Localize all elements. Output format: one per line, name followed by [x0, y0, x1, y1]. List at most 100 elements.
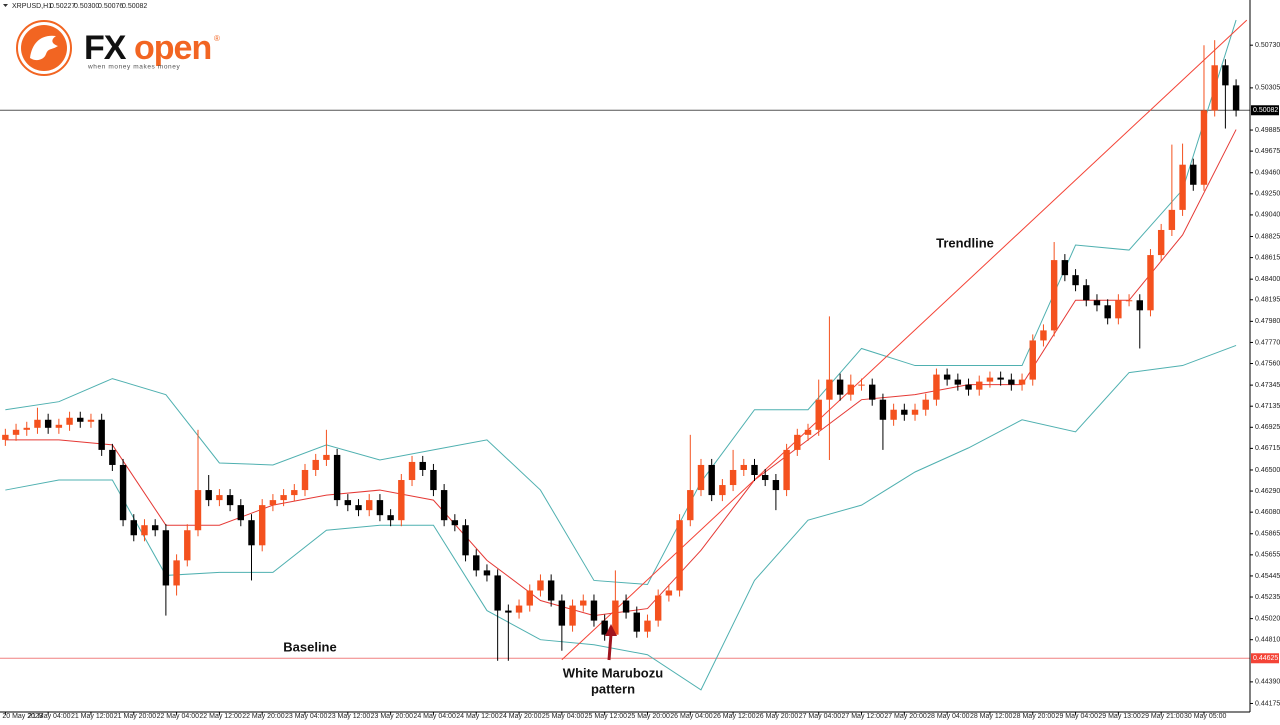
y-tick-label: 0.50305: [1255, 85, 1280, 92]
candle-body: [141, 525, 148, 536]
candle-body: [462, 525, 469, 556]
x-tick-label: 25 May 20:00: [627, 713, 670, 720]
header-close: 0.50082: [122, 3, 147, 10]
candle-body: [794, 434, 801, 450]
header: XRPUSD,H1 0.50227 0.50300 0.50076 0.5008…: [3, 3, 147, 10]
candle-body: [890, 409, 897, 420]
trendline-label: Trendline: [936, 235, 994, 250]
candle-body: [333, 454, 341, 501]
logo-open: open: [134, 29, 211, 67]
candle-body: [1083, 285, 1090, 301]
y-tick-label: 0.45445: [1255, 573, 1280, 580]
x-tick-label: 21 May 12:00: [71, 713, 114, 720]
candle-body: [740, 464, 748, 470]
current-box: [1251, 105, 1279, 116]
candle-body: [1093, 300, 1101, 306]
logo-registered: ®: [214, 34, 220, 43]
candle-body: [323, 454, 330, 460]
candle-body: [77, 417, 84, 422]
plot: [0, 19, 1250, 691]
y-tick-label: 0.46500: [1255, 467, 1280, 474]
y-tick-label: 0.47560: [1255, 360, 1280, 367]
pattern-arrowhead: [605, 624, 617, 636]
annotations: Trendline Baseline White Marubozu patter…: [283, 235, 994, 696]
candle-body: [1104, 305, 1111, 319]
y-tick-label: 0.44390: [1255, 679, 1280, 686]
baseline-box: [1251, 653, 1279, 664]
candle-body: [1222, 65, 1229, 86]
candle-body: [815, 399, 822, 430]
candle-body: [184, 530, 191, 561]
candle-body: [997, 377, 1004, 380]
candle-body: [258, 505, 266, 546]
x-tick-label: 21 May 04:00: [28, 713, 71, 720]
pattern-label: White Marubozu: [563, 665, 663, 680]
y-tick-label: 0.49040: [1255, 212, 1280, 219]
candle-body: [729, 469, 737, 486]
y-tick-label: 0.45235: [1255, 594, 1280, 601]
candle-body: [344, 500, 352, 506]
candle-body: [986, 377, 994, 382]
candle-body: [804, 429, 812, 435]
candle-body: [280, 495, 287, 501]
candle-body: [687, 490, 694, 521]
logo-ring: [16, 20, 72, 76]
candle-body: [301, 469, 309, 491]
current-label: 0.50082: [1253, 107, 1278, 114]
candle-body: [858, 384, 865, 386]
candle-body: [387, 515, 394, 521]
candle-body: [87, 419, 95, 422]
x-tick-label: 26 May 20:00: [756, 713, 799, 720]
candle-body: [1050, 260, 1058, 331]
candle-body: [194, 490, 202, 531]
y-tick-label: 0.47135: [1255, 403, 1280, 410]
y-tick-label: 0.48400: [1255, 276, 1280, 283]
candle-body: [612, 600, 619, 635]
y-tick-label: 0.47770: [1255, 339, 1280, 346]
candle-body: [23, 427, 30, 430]
x-tick-label: 29 May 21:00: [1141, 713, 1184, 720]
y-tick-label: 0.47345: [1255, 382, 1280, 389]
y-tick-label: 0.46925: [1255, 424, 1280, 431]
x-tick-label: 22 May 04:00: [157, 713, 200, 720]
candle-body: [55, 424, 63, 428]
candle-body: [1157, 229, 1165, 256]
candle-body: [66, 417, 73, 425]
y-tick-label: 0.45865: [1255, 531, 1280, 538]
logo-tagline: when money makes money: [87, 64, 180, 71]
x-tick-label: 28 May 12:00: [970, 713, 1013, 720]
candle-body: [451, 520, 459, 526]
baseline-label: Baseline: [283, 639, 336, 654]
symbol: XRPUSD,H1: [12, 3, 52, 10]
candle-body: [216, 495, 223, 501]
x-tick-label: 25 May 12:00: [585, 713, 628, 720]
candle-body: [601, 620, 608, 635]
candle-body: [1018, 379, 1026, 385]
candle-body: [836, 379, 844, 395]
candle-body: [312, 459, 319, 470]
header-low: 0.50076: [98, 3, 123, 10]
candle-body: [98, 419, 105, 450]
candle-body: [580, 600, 587, 606]
candle-body: [440, 490, 448, 521]
y-tick-label: 0.44175: [1255, 700, 1280, 707]
y-tick-label: 0.45655: [1255, 552, 1280, 559]
y-tick-label: 0.50730: [1255, 42, 1280, 49]
candle-body: [976, 381, 983, 390]
x-tick-label: 28 May 20:00: [1013, 713, 1056, 720]
candle-body: [761, 475, 769, 481]
candle-body: [109, 449, 116, 465]
candle-body: [708, 464, 715, 496]
header-arrow: [3, 4, 8, 7]
bands-line: [5, 344, 1237, 691]
candle-body: [1029, 340, 1036, 380]
x-tick-label: 27 May 20:00: [884, 713, 927, 720]
candle-body: [130, 520, 137, 536]
candle-body: [430, 469, 437, 491]
x-tick-label: 27 May 04:00: [799, 713, 842, 720]
x-tick-label: 24 May 20:00: [499, 713, 542, 720]
candle-body: [1040, 330, 1047, 341]
x-tick-label: 20 May 2023: [2, 713, 43, 720]
